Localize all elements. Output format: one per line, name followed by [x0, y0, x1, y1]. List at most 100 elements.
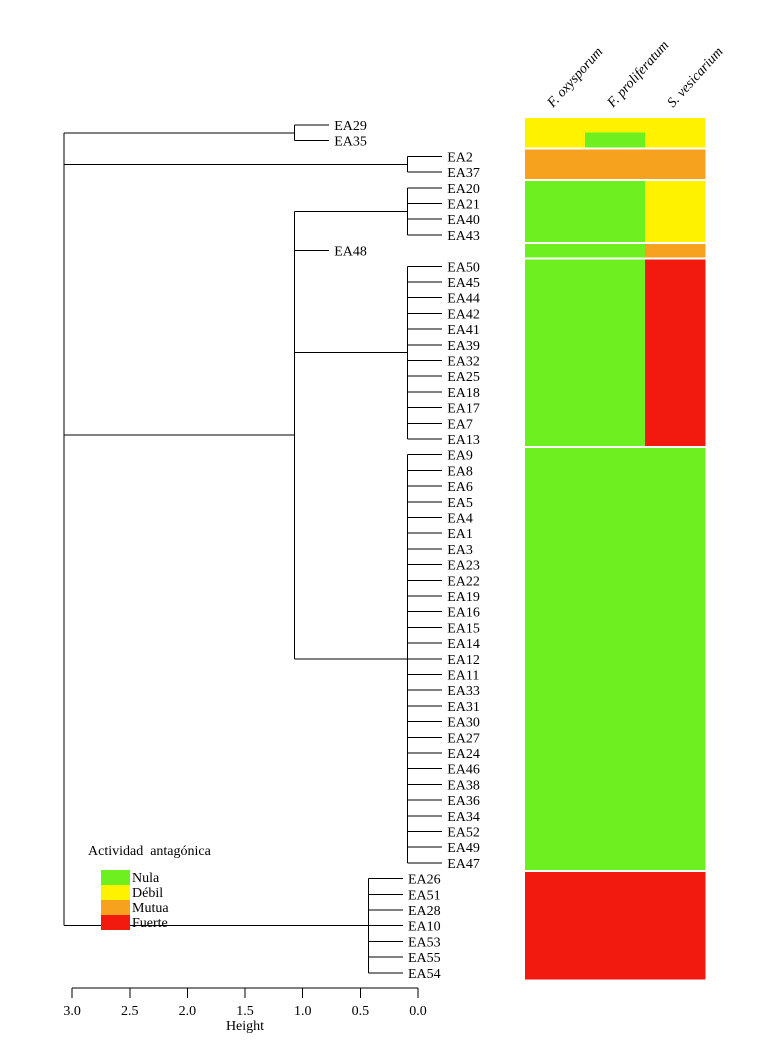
leaf-label: EA5 — [447, 496, 473, 511]
heatmap-cell — [645, 195, 706, 212]
heatmap-cell — [525, 776, 586, 793]
heatmap-cell — [525, 885, 586, 903]
heatmap-cell — [645, 744, 706, 762]
leaf-label: EA42 — [447, 307, 480, 322]
heatmap-cell — [525, 210, 586, 228]
heatmap-cell — [645, 619, 706, 636]
heatmap-cell — [525, 289, 586, 307]
heatmap-cell — [645, 823, 706, 840]
heatmap-cell — [645, 289, 706, 307]
leaf-label: EA51 — [408, 888, 441, 903]
heatmap-cell — [645, 462, 706, 479]
heatmap-cell — [645, 352, 706, 369]
heatmap-cell — [585, 336, 646, 354]
heatmap-cell — [525, 587, 586, 605]
heatmap-cell — [645, 226, 706, 242]
legend-label: Débil — [132, 886, 163, 901]
leaf-label: EA31 — [447, 700, 480, 715]
heatmap-cell — [525, 336, 586, 354]
heatmap-cell — [525, 414, 586, 432]
heatmap-cell — [645, 776, 706, 793]
leaf-label: EA1 — [447, 527, 473, 542]
leaf-label: EA8 — [447, 464, 473, 479]
heatmap-cell — [525, 901, 586, 919]
heatmap-cell — [525, 603, 586, 621]
heatmap-cell — [585, 917, 646, 935]
leaf-label: EA34 — [447, 810, 480, 825]
heatmap-cell — [585, 760, 646, 778]
heatmap-cell — [525, 462, 586, 479]
column-label: F. proliferatum — [604, 38, 672, 111]
heatmap-cell — [645, 587, 706, 605]
heatmap-cell — [645, 838, 706, 856]
heatmap-cell — [585, 524, 646, 542]
leaf-label: EA15 — [447, 621, 480, 636]
heatmap-cell — [585, 838, 646, 856]
heatmap-cell — [585, 948, 646, 966]
leaf-label: EA10 — [408, 920, 441, 935]
heatmap-cell — [585, 273, 646, 291]
heatmap-cell — [585, 807, 646, 825]
heatmap-cell — [525, 619, 586, 636]
heatmap-cell — [645, 399, 706, 416]
leaf-label: EA39 — [447, 339, 480, 354]
legend-swatch-débil — [101, 885, 130, 900]
heatmap-cell — [645, 367, 706, 385]
heatmap-cell — [525, 807, 586, 825]
leaf-label: EA6 — [447, 480, 473, 495]
heatmap-cell — [585, 259, 646, 275]
heatmap-cell — [645, 933, 706, 950]
leaf-label: EA23 — [447, 559, 480, 574]
axis-tick-label: 0.0 — [409, 1004, 427, 1019]
heatmap-cell — [525, 524, 586, 542]
heatmap-cell — [645, 650, 706, 668]
leaf-label: EA13 — [447, 433, 480, 448]
heatmap-cell — [585, 430, 646, 446]
heatmap-cell — [525, 149, 586, 165]
leaf-label: EA25 — [447, 370, 480, 385]
heatmap-cell — [525, 305, 586, 322]
heatmap-cell — [645, 118, 706, 134]
heatmap-cell — [585, 728, 646, 746]
heatmap-cell — [645, 540, 706, 558]
heatmap-cell — [585, 477, 646, 495]
heatmap-cell — [585, 823, 646, 840]
heatmap-cell — [645, 305, 706, 322]
legend-label: Nula — [132, 871, 160, 886]
heatmap-cell — [585, 681, 646, 699]
heatmap-cell — [645, 791, 706, 809]
legend-label: Mutua — [132, 901, 169, 916]
heatmap-cell — [645, 149, 706, 165]
heatmap-cell — [525, 259, 586, 275]
heatmap-cell — [585, 744, 646, 762]
heatmap-cell — [525, 556, 586, 573]
leaf-label: EA54 — [408, 967, 441, 982]
heatmap-cell — [585, 132, 646, 148]
heatmap-cell — [525, 399, 586, 416]
leaf-label: EA19 — [447, 590, 480, 605]
heatmap-cell — [585, 619, 646, 636]
axis-title: Height — [226, 1019, 264, 1034]
leaf-label: EA29 — [334, 119, 367, 134]
heatmap-cell — [645, 901, 706, 919]
leaf-label: EA33 — [447, 684, 480, 699]
legend-swatch-mutua — [101, 900, 130, 915]
column-label: S. vesicarium — [665, 45, 727, 111]
leaf-label: EA55 — [408, 951, 441, 966]
leaf-label: EA44 — [447, 292, 480, 307]
heatmap-cell — [585, 399, 646, 416]
heatmap-cell — [525, 383, 586, 401]
leaf-label: EA36 — [447, 794, 480, 809]
heatmap-cell — [525, 163, 586, 179]
heatmap-cell — [525, 571, 586, 589]
column-label: F. oxysporum — [544, 45, 606, 112]
heatmap-cell — [585, 493, 646, 511]
heatmap — [525, 118, 706, 980]
heatmap-cell — [525, 666, 586, 683]
heatmap-cell — [585, 462, 646, 479]
heatmap-cell — [645, 681, 706, 699]
heatmap-cell — [525, 697, 586, 715]
height-axis: 3.0 2.5 2.0 1.5 1.0 0.5 0.0 Height — [63, 987, 427, 1034]
heatmap-cell — [525, 854, 586, 870]
